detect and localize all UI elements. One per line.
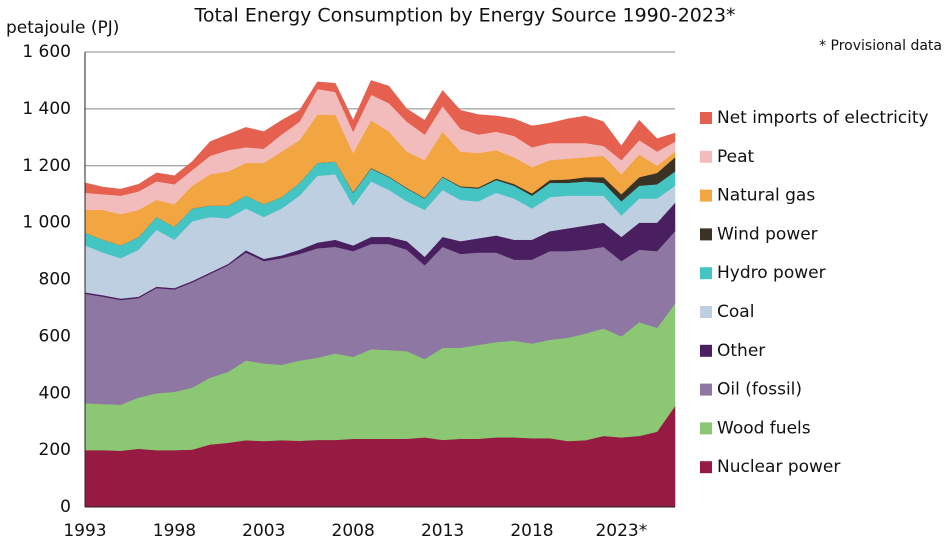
- legend-label: Net imports of electricity: [717, 108, 929, 128]
- legend-label: Peat: [717, 147, 755, 167]
- legend-label: Oil (fossil): [717, 380, 802, 400]
- chart-title: Total Energy Consumption by Energy Sourc…: [193, 5, 735, 27]
- y-tick-label: 200: [39, 440, 71, 460]
- x-tick-label: 1998: [153, 521, 196, 541]
- y-tick-label: 400: [39, 383, 71, 403]
- x-tick-label: 2008: [332, 521, 375, 541]
- legend-label: Hydro power: [717, 263, 826, 283]
- legend-label: Wind power: [717, 224, 818, 244]
- legend-swatch: [700, 112, 712, 124]
- y-tick-label: 1 400: [22, 99, 71, 119]
- legend-swatch: [700, 422, 712, 435]
- area: [84, 80, 676, 196]
- legend-label: Nuclear power: [717, 457, 840, 477]
- legend-swatch: [700, 461, 712, 474]
- x-tick-label: 1993: [63, 521, 106, 541]
- x-tick-label: 2013: [421, 521, 464, 541]
- legend-label: Other: [717, 341, 765, 361]
- x-tick-label: 2003: [242, 521, 285, 541]
- legend-swatch: [700, 267, 712, 280]
- y-axis-label: petajoule (PJ): [6, 18, 119, 38]
- legend-label: Natural gas: [717, 186, 815, 206]
- y-tick-label: 800: [39, 270, 71, 290]
- y-tick-label: 1 600: [22, 42, 71, 62]
- legend-label: Coal: [717, 302, 754, 322]
- legend-swatch: [700, 228, 712, 241]
- y-tick-label: 1 200: [22, 156, 71, 176]
- x-tick-label: 2023*: [595, 521, 647, 541]
- legend-label: Wood fuels: [717, 418, 811, 438]
- legend-swatch: [700, 383, 712, 396]
- legend-swatch: [700, 189, 712, 202]
- legend-swatch: [700, 306, 712, 318]
- y-tick-label: 600: [39, 326, 71, 346]
- y-tick-label: 0: [60, 497, 71, 517]
- x-tick-label: 2018: [510, 521, 553, 541]
- legend-swatch: [700, 150, 712, 163]
- note: * Provisional data: [819, 38, 942, 54]
- y-tick-label: 1 000: [22, 213, 71, 233]
- legend-swatch: [700, 344, 712, 357]
